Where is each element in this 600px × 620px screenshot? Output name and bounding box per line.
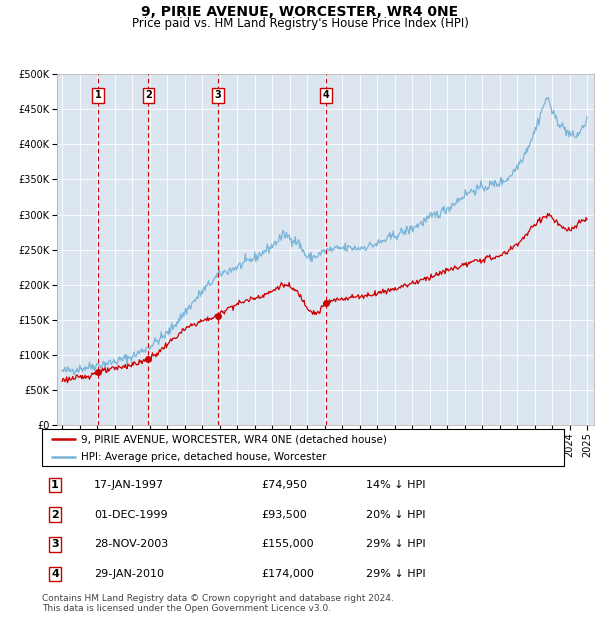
Text: 3: 3 — [51, 539, 59, 549]
Text: This data is licensed under the Open Government Licence v3.0.: This data is licensed under the Open Gov… — [42, 604, 331, 613]
Text: 1: 1 — [51, 480, 59, 490]
Text: £155,000: £155,000 — [261, 539, 314, 549]
Text: 20% ↓ HPI: 20% ↓ HPI — [365, 510, 425, 520]
Text: 17-JAN-1997: 17-JAN-1997 — [94, 480, 164, 490]
Text: 28-NOV-2003: 28-NOV-2003 — [94, 539, 169, 549]
Text: HPI: Average price, detached house, Worcester: HPI: Average price, detached house, Worc… — [81, 452, 326, 462]
Text: 4: 4 — [51, 569, 59, 579]
Text: 2: 2 — [51, 510, 59, 520]
Text: 29% ↓ HPI: 29% ↓ HPI — [365, 539, 425, 549]
Text: Price paid vs. HM Land Registry's House Price Index (HPI): Price paid vs. HM Land Registry's House … — [131, 17, 469, 30]
Text: 29% ↓ HPI: 29% ↓ HPI — [365, 569, 425, 579]
Text: 1: 1 — [95, 91, 101, 100]
Text: 9, PIRIE AVENUE, WORCESTER, WR4 0NE: 9, PIRIE AVENUE, WORCESTER, WR4 0NE — [142, 5, 458, 19]
Text: Contains HM Land Registry data © Crown copyright and database right 2024.: Contains HM Land Registry data © Crown c… — [42, 594, 394, 603]
Text: 14% ↓ HPI: 14% ↓ HPI — [365, 480, 425, 490]
Text: 01-DEC-1999: 01-DEC-1999 — [94, 510, 168, 520]
Text: 29-JAN-2010: 29-JAN-2010 — [94, 569, 164, 579]
Text: £74,950: £74,950 — [261, 480, 307, 490]
Text: 3: 3 — [215, 91, 221, 100]
Text: 2: 2 — [145, 91, 152, 100]
Text: 4: 4 — [323, 91, 329, 100]
Text: 9, PIRIE AVENUE, WORCESTER, WR4 0NE (detached house): 9, PIRIE AVENUE, WORCESTER, WR4 0NE (det… — [81, 435, 387, 445]
Text: £174,000: £174,000 — [261, 569, 314, 579]
Text: £93,500: £93,500 — [261, 510, 307, 520]
